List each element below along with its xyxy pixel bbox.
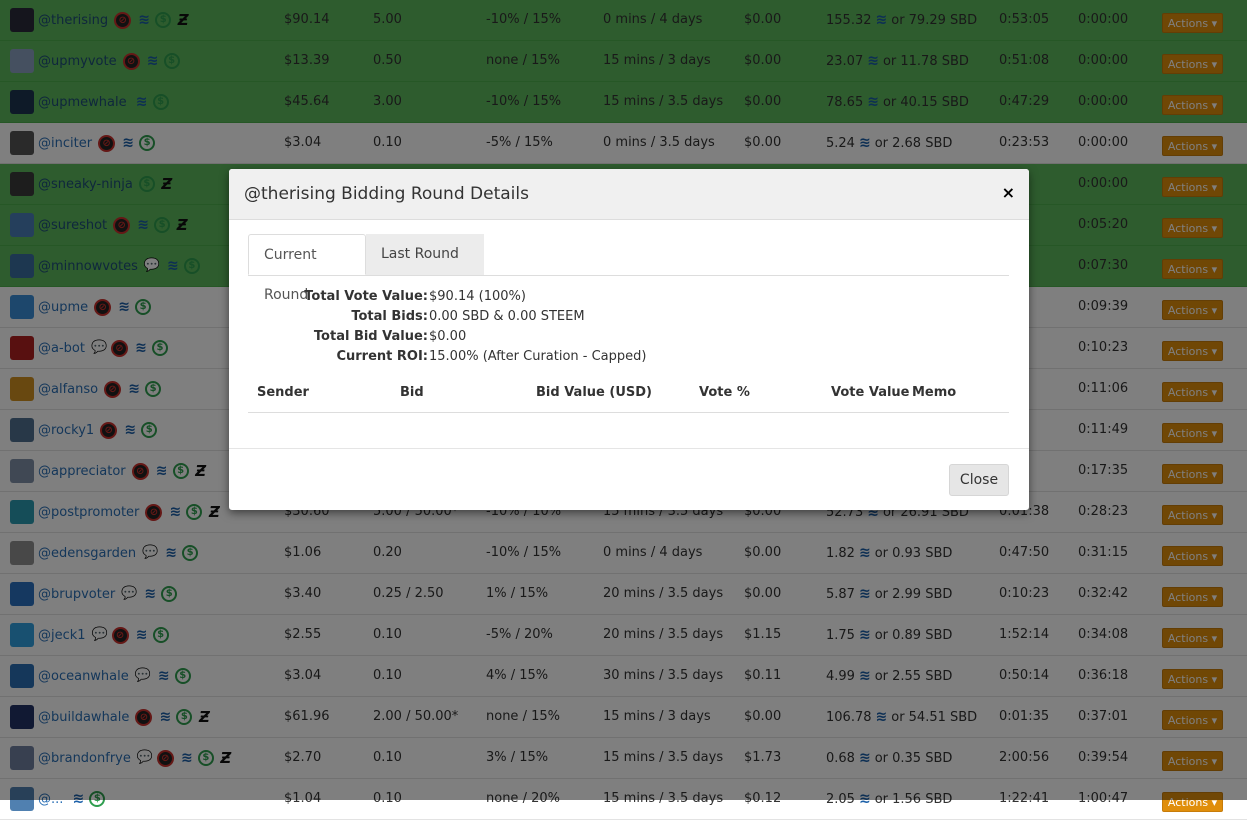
summary-row: Total Vote Value: $90.14 (100%) [248,287,848,307]
summary-value: 15.00% (After Curation - Capped) [429,349,647,364]
summary-row: Total Bid Value: $0.00 [248,327,848,347]
summary-value: $0.00 [429,329,467,344]
summary-label: Current ROI: [336,349,428,364]
bids-table-header: Sender Bid Bid Value (USD) Vote % Vote V… [248,374,1009,413]
summary-row: Total Bids: 0.00 SBD & 0.00 STEEM [248,307,848,327]
round-summary: Total Vote Value: $90.14 (100%) Total Bi… [248,287,848,367]
modal-title: @therising Bidding Round Details [244,184,529,204]
col-bid-value: Bid Value (USD) [536,385,652,400]
tab-last-round[interactable]: Last Round [366,234,484,275]
summary-label: Total Bids: [351,309,428,324]
col-sender: Sender [257,385,309,400]
round-details-modal: @therising Bidding Round Details × Curre… [229,169,1029,510]
modal-header: @therising Bidding Round Details × [229,169,1029,220]
summary-label: Total Bid Value: [313,329,428,344]
summary-row: Current ROI: 15.00% (After Curation - Ca… [248,347,848,367]
summary-label: Total Vote Value: [304,289,428,304]
close-button[interactable]: Close [949,464,1009,496]
round-tabs: Current Round Last Round [248,234,1009,303]
close-icon[interactable]: × [1001,183,1015,202]
summary-value: $90.14 (100%) [429,289,526,304]
tab-current-round[interactable]: Current Round [248,234,366,303]
col-memo: Memo [912,385,957,400]
col-bid: Bid [400,385,424,400]
col-vote-value: Vote Value [831,385,910,400]
col-vote-percent: Vote % [699,385,750,400]
summary-value: 0.00 SBD & 0.00 STEEM [429,309,585,324]
modal-footer: Close [229,448,1029,511]
